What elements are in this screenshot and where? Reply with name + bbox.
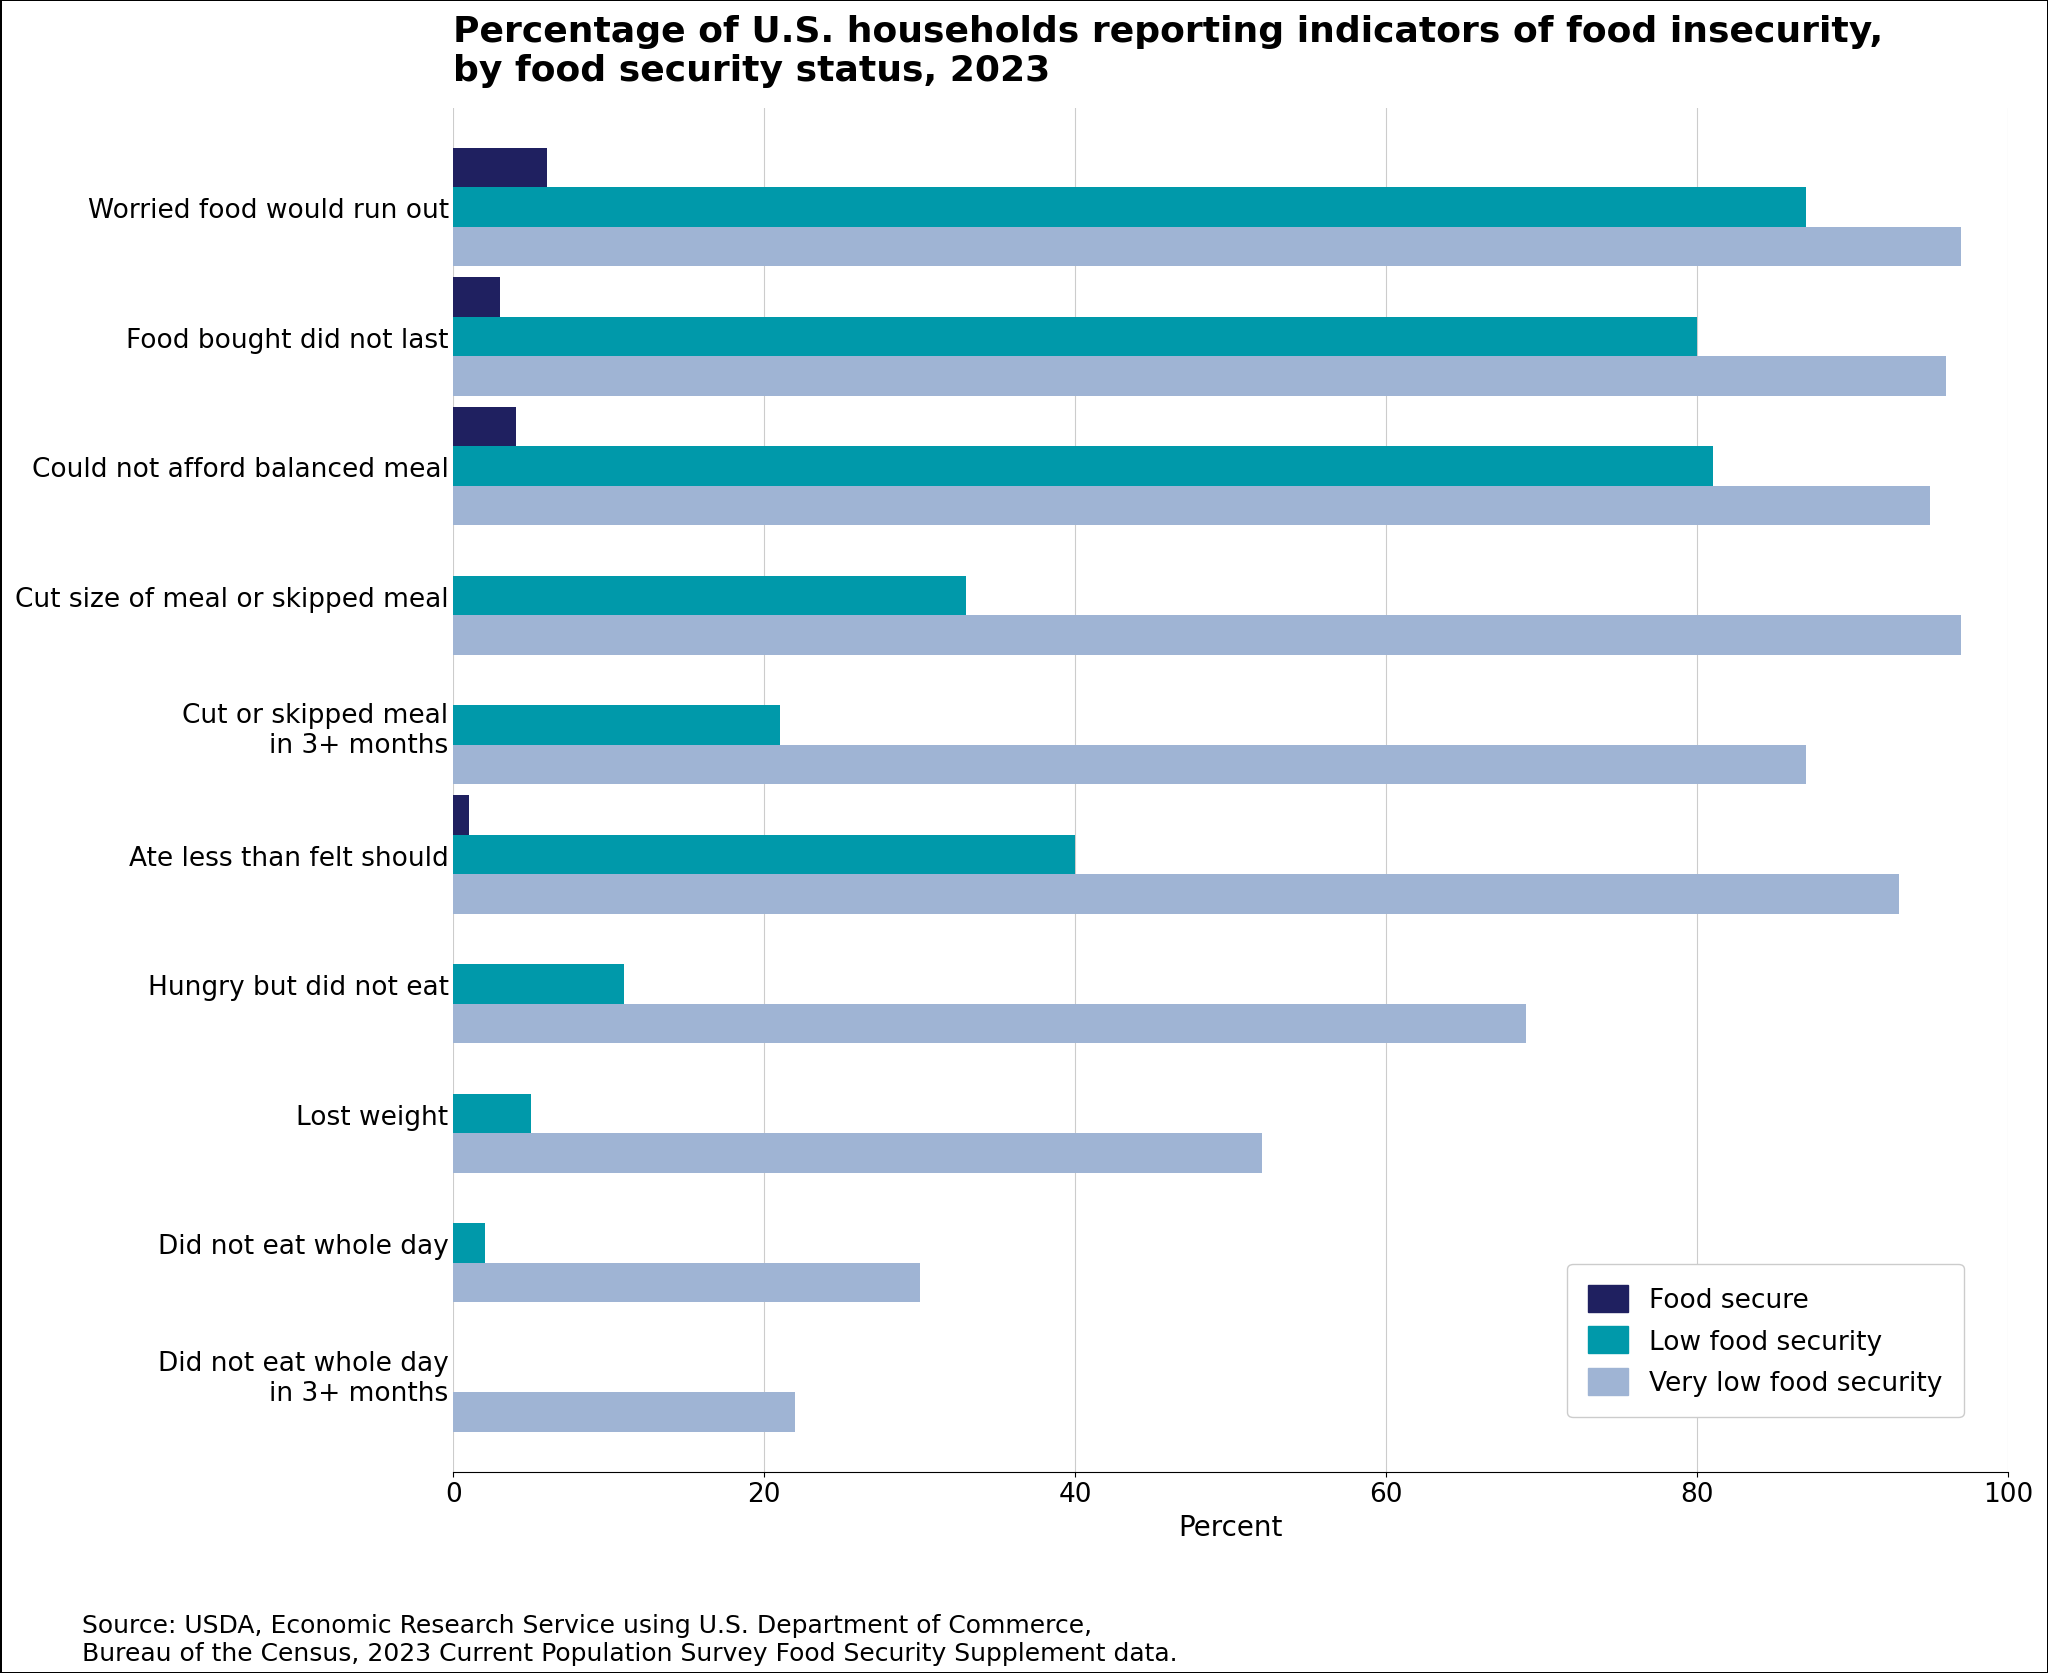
Legend: Food secure, Low food security, Very low food security: Food secure, Low food security, Very low… — [1567, 1263, 1964, 1417]
Bar — [453, 356, 1946, 397]
Bar — [453, 278, 500, 318]
Bar — [453, 187, 1806, 228]
Bar — [453, 616, 1962, 656]
Bar — [453, 1134, 1262, 1173]
Bar — [453, 746, 1806, 785]
Bar — [453, 875, 1898, 915]
Bar — [453, 1004, 1526, 1044]
Bar — [453, 706, 780, 746]
Bar — [453, 447, 1712, 487]
Bar — [453, 149, 547, 187]
Bar — [453, 318, 1698, 356]
Bar — [453, 796, 469, 835]
X-axis label: Percent: Percent — [1178, 1512, 1282, 1541]
Bar — [453, 1223, 485, 1263]
Bar — [453, 228, 1962, 268]
Bar — [453, 835, 1075, 875]
Bar — [453, 1392, 795, 1432]
Bar — [453, 408, 516, 447]
Bar — [453, 965, 625, 1004]
Bar — [453, 1094, 530, 1134]
Text: Source: USDA, Economic Research Service using U.S. Department of Commerce,
Burea: Source: USDA, Economic Research Service … — [82, 1613, 1178, 1665]
Text: Percentage of U.S. households reporting indicators of food insecurity,
by food s: Percentage of U.S. households reporting … — [453, 15, 1884, 89]
Bar — [453, 577, 967, 616]
Bar — [453, 1263, 920, 1303]
Bar — [453, 487, 1929, 525]
